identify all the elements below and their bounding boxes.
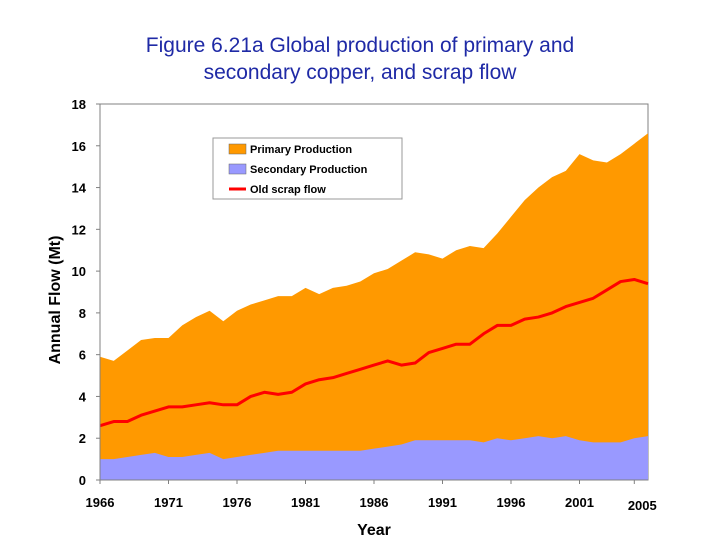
legend-label-primary-production: Primary Production bbox=[250, 144, 352, 156]
y-tick-label: 2 bbox=[79, 431, 86, 446]
chart-title: Figure 6.21a Global production of primar… bbox=[60, 32, 660, 86]
chart-legend: Primary Production Secondary Production Ol… bbox=[212, 137, 403, 200]
chart-title-line-1: Figure 6.21a Global production of primar… bbox=[145, 34, 575, 57]
y-tick-label: 8 bbox=[79, 306, 86, 321]
x-tick-label: 1991 bbox=[428, 495, 457, 510]
y-tick-label: 16 bbox=[72, 139, 86, 154]
y-tick-label: 0 bbox=[79, 473, 86, 488]
legend-swatch-primary-production bbox=[228, 143, 247, 155]
x-tick-label: 2005 bbox=[628, 498, 657, 513]
y-tick-label: 18 bbox=[72, 97, 86, 112]
x-axis-label: Year bbox=[357, 522, 391, 539]
y-tick-label: 4 bbox=[79, 389, 87, 404]
y-tick-label: 6 bbox=[79, 348, 86, 363]
y-tick-label: 12 bbox=[72, 222, 86, 237]
legend-label-old-scrap-flow: Old scrap flow bbox=[250, 184, 326, 196]
primary-production-area bbox=[100, 133, 648, 480]
y-tick-label: 14 bbox=[72, 181, 87, 196]
x-tick-label: 1986 bbox=[360, 495, 389, 510]
old-scrap-flow-line bbox=[99, 277, 649, 428]
x-tick-label: 1976 bbox=[223, 495, 252, 510]
legend-label-secondary-production: Secondary Production bbox=[250, 164, 368, 176]
chart-title-line-2: secondary copper, and scrap flow bbox=[203, 61, 517, 84]
y-axis-label: Annual Flow (Mt) bbox=[47, 236, 64, 365]
x-tick-label: 1996 bbox=[497, 495, 526, 510]
x-tick-label: 1966 bbox=[86, 495, 115, 510]
legend-swatch-secondary-production bbox=[228, 163, 247, 175]
x-tick-label: 1981 bbox=[291, 495, 320, 510]
secondary-production-area bbox=[100, 436, 648, 480]
x-tick-label: 2001 bbox=[565, 495, 594, 510]
x-tick-label: 1971 bbox=[154, 495, 183, 510]
y-tick-label: 10 bbox=[72, 264, 86, 279]
